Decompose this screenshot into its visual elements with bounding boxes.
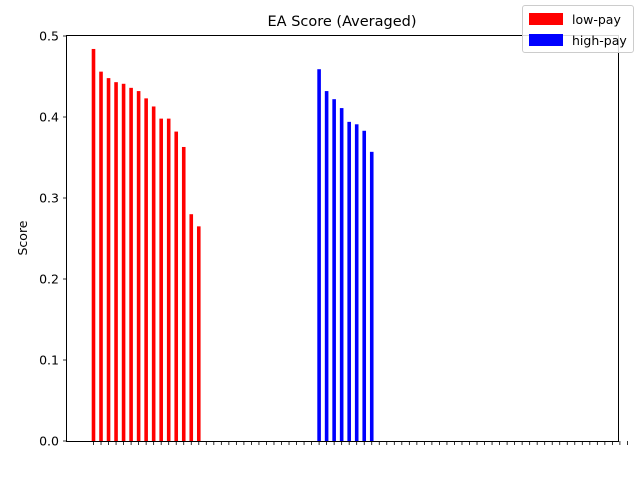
y-tick-label: 0.2 (39, 272, 59, 287)
legend-item-low-pay: low-pay (529, 10, 621, 28)
bar-high-pay-2 (324, 91, 329, 441)
y-tick-label: 0.0 (39, 434, 59, 449)
bar-low-pay-10 (159, 118, 163, 442)
bar-high-pay-8 (369, 151, 374, 441)
bar-low-pay-14 (189, 214, 194, 441)
plot-frame (66, 35, 619, 442)
y-ticks-group: 0.0 0.1 0.2 0.3 0.4 0.5 (39, 29, 67, 449)
y-tick-label: 0.3 (39, 191, 59, 206)
bar-low-pay-12 (174, 131, 179, 441)
bar-low-pay-2 (99, 71, 103, 441)
bar-low-pay-1 (91, 48, 96, 442)
bar-low-pay-5 (121, 83, 126, 441)
bar-low-pay-15 (196, 226, 201, 441)
bar-low-pay-13 (181, 146, 186, 441)
bar-low-pay-7 (136, 91, 141, 441)
y-tick-label: 0.5 (39, 29, 59, 44)
legend-item-high-pay: high-pay (529, 31, 627, 49)
bar-low-pay-8 (144, 98, 148, 442)
legend-label-low-pay: low-pay (572, 11, 621, 27)
bar-low-pay-4 (114, 82, 118, 442)
bar-high-pay-3 (332, 99, 336, 442)
bars-group (91, 48, 374, 442)
bar-low-pay-3 (106, 78, 111, 442)
y-axis-label: Score (15, 220, 30, 255)
chart-title: EA Score (Averaged) (268, 14, 417, 30)
legend-swatch-high-pay (529, 34, 563, 46)
legend-label-high-pay: high-pay (572, 32, 627, 48)
bar-low-pay-6 (129, 87, 133, 441)
bar-high-pay-5 (347, 121, 351, 442)
bar-high-pay-7 (362, 130, 367, 441)
bar-low-pay-9 (151, 106, 156, 441)
bar-high-pay-1 (317, 69, 321, 442)
bar-low-pay-11 (166, 118, 171, 442)
bar-high-pay-6 (354, 124, 359, 441)
y-tick-label: 0.4 (39, 110, 59, 125)
y-tick-label: 0.1 (39, 353, 59, 368)
bar-high-pay-4 (339, 108, 344, 441)
legend-swatch-low-pay (529, 13, 563, 25)
legend: low-pay high-pay (522, 5, 634, 53)
